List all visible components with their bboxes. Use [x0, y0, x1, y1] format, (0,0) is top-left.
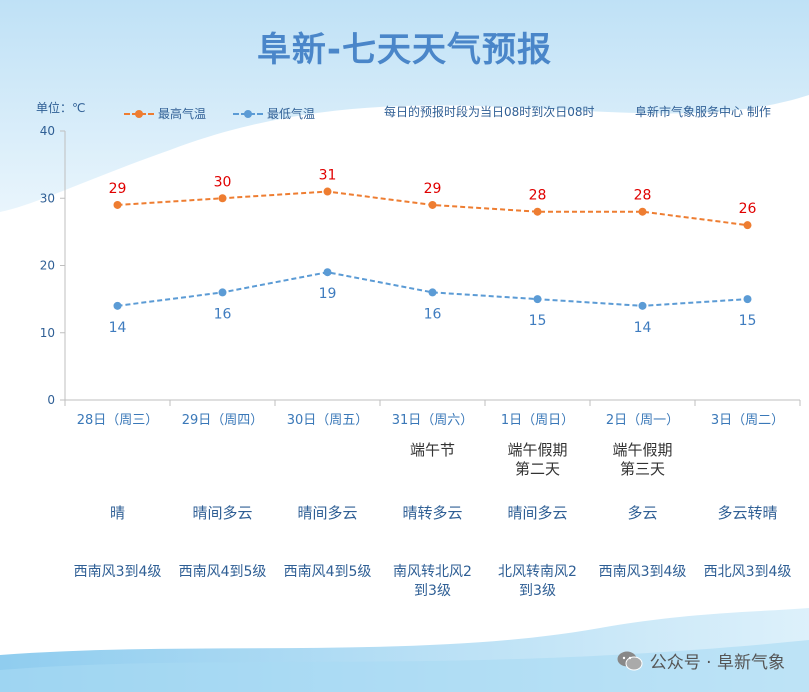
data-label-low: 15 — [739, 313, 757, 329]
festival-label — [65, 441, 170, 479]
weather-label: 晴间多云 — [192, 504, 253, 522]
unit-label: 单位：℃ — [36, 101, 86, 115]
data-point-high — [113, 200, 122, 209]
festival-label: 端午节 — [409, 441, 455, 459]
data-point-high — [743, 221, 752, 230]
data-label-high: 29 — [109, 181, 127, 197]
festival-label — [170, 441, 275, 479]
festival-label: 端午假期 第三天 — [612, 441, 673, 478]
data-label-low: 16 — [214, 306, 232, 322]
y-tick-label: 0 — [47, 393, 55, 407]
legend-swatch-low — [233, 109, 263, 119]
wind-label: 西北风3到4级 — [703, 564, 792, 580]
weather-row: 晴 晴间多云 晴间多云 晴转多云 晴间多云 多云 多云转晴 — [65, 502, 800, 523]
data-point-low — [428, 288, 437, 297]
date-label: 3日（周二） — [710, 413, 785, 428]
weather-label: 多云 — [627, 504, 658, 522]
data-point-low — [638, 301, 647, 310]
legend-label-low: 最低气温 — [267, 107, 316, 121]
date-label: 1日（周日） — [500, 413, 575, 428]
watermark: 公众号 · 阜新气象 — [616, 648, 785, 673]
wind-label: 西南风3到4级 — [598, 564, 687, 580]
data-label-high: 28 — [634, 188, 652, 204]
data-point-high — [323, 187, 332, 196]
data-label-low: 15 — [529, 313, 547, 329]
wind-row: 西南风3到4级 西南风4到5级 西南风4到5级 南风转北风2 到3级 北风转南风… — [65, 563, 800, 601]
data-label-high: 28 — [529, 188, 547, 204]
page-title: 阜新-七天天气预报 — [256, 30, 553, 70]
forecast-period-note: 每日的预报时段为当日08时到次日08时 — [384, 105, 595, 119]
data-label-high: 31 — [319, 168, 337, 184]
data-point-low — [533, 295, 542, 304]
data-label-low: 19 — [319, 286, 337, 302]
wind-label: 西南风4到5级 — [178, 564, 267, 580]
data-point-high — [638, 207, 647, 216]
festival-label: 端午假期 第二天 — [507, 441, 568, 478]
weather-label: 晴转多云 — [402, 504, 463, 522]
weather-label: 晴间多云 — [297, 504, 358, 522]
date-label: 28日（周三） — [76, 413, 159, 428]
data-point-low — [743, 295, 752, 304]
legend-label-high: 最高气温 — [158, 107, 207, 121]
wind-label: 西南风3到4级 — [73, 564, 162, 580]
date-label: 2日（周一） — [605, 413, 680, 428]
legend-item-low: 最低气温 — [233, 105, 315, 122]
weather-label: 晴 — [109, 504, 125, 522]
data-label-low: 16 — [424, 306, 442, 322]
y-tick-label: 10 — [40, 326, 55, 340]
data-label-high: 29 — [424, 181, 442, 197]
weather-label: 多云转晴 — [717, 504, 778, 522]
watermark-text: 公众号 · 阜新气象 — [649, 653, 785, 673]
wind-label: 北风转南风2 到3级 — [498, 564, 577, 599]
y-tick-label: 20 — [40, 259, 55, 273]
date-label: 29日（周四） — [181, 413, 264, 428]
date-label: 31日（周六） — [391, 413, 474, 428]
data-label-low: 14 — [634, 320, 652, 336]
data-point-low — [113, 301, 122, 310]
data-label-low: 14 — [109, 320, 127, 336]
data-point-high — [218, 194, 227, 203]
y-tick-label: 40 — [40, 124, 55, 138]
festival-row: 端午节 端午假期 第二天 端午假期 第三天 — [65, 441, 800, 479]
legend-item-high: 最高气温 — [124, 105, 206, 122]
data-label-high: 30 — [214, 174, 232, 190]
date-label: 30日（周五） — [286, 413, 369, 428]
y-tick-label: 30 — [40, 191, 55, 205]
wind-label: 南风转北风2 到3级 — [393, 564, 472, 599]
wind-label: 西南风4到5级 — [283, 564, 372, 580]
credit-text: 阜新市气象服务中心 制作 — [635, 105, 771, 119]
festival-label — [695, 441, 800, 479]
data-point-low — [323, 268, 332, 277]
weather-label: 晴间多云 — [507, 504, 568, 522]
data-point-low — [218, 288, 227, 297]
festival-label — [275, 441, 380, 479]
wechat-icon — [617, 651, 643, 670]
data-point-high — [428, 200, 437, 209]
data-point-high — [533, 207, 542, 216]
data-label-high: 26 — [739, 201, 757, 217]
date-row: 28日（周三） 29日（周四） 30日（周五） 31日（周六） 1日（周日） 2… — [65, 409, 800, 428]
legend-swatch-high — [124, 109, 154, 119]
